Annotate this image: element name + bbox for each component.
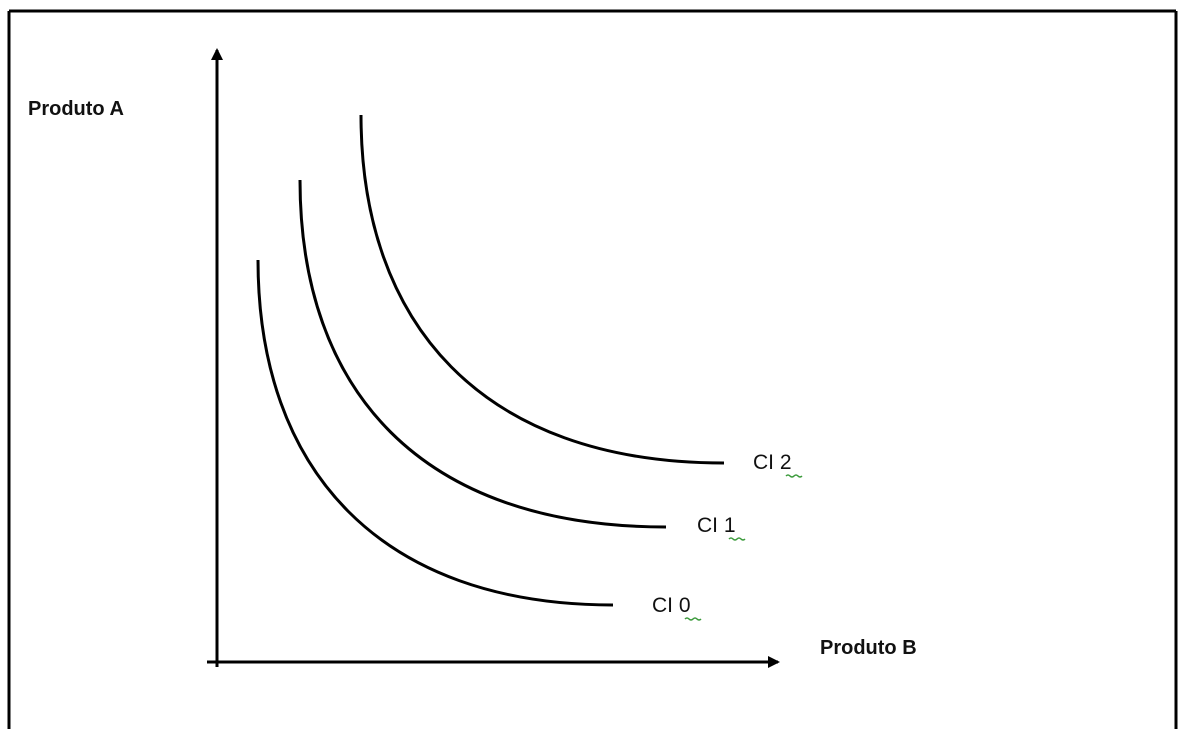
spellcheck-underline-ci0 xyxy=(684,617,702,621)
indifference-curve-ci0 xyxy=(256,259,614,607)
curve-label-ci1: CI 1 xyxy=(697,514,736,537)
indifference-curve-ci2 xyxy=(359,114,725,465)
frame-border xyxy=(7,9,1178,729)
indifference-curve-ci1 xyxy=(298,179,667,529)
spellcheck-underline-ci2 xyxy=(785,474,803,478)
spellcheck-underline-ci1 xyxy=(728,537,746,541)
y-axis-label: Produto A xyxy=(28,98,124,120)
curve-label-ci2: CI 2 xyxy=(753,451,792,474)
curve-label-ci0: CI 0 xyxy=(652,594,691,617)
x-axis-label: Produto B xyxy=(820,637,917,659)
